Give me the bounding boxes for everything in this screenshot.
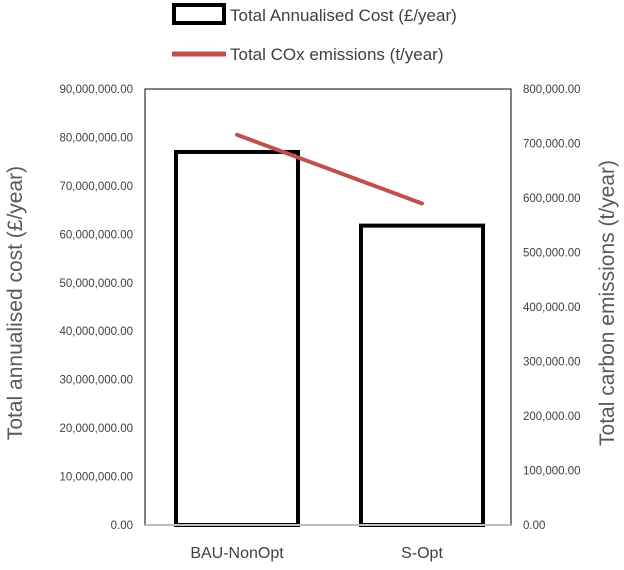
- category-labels: BAU-NonOpt S-Opt: [190, 545, 443, 562]
- bar-bau-nonopt: [174, 149, 300, 527]
- right-tick-label: 400,000.00: [523, 302, 581, 314]
- right-tick-label: 100,000.00: [523, 466, 581, 478]
- emissions-line-group: [235, 132, 424, 206]
- category-label: BAU-NonOpt: [190, 545, 284, 562]
- right-axis-ticks: 0.00 100,000.00 200,000.00 300,000.00 400,00…: [523, 84, 581, 532]
- right-axis-title: Total carbon emissions (t/year): [596, 160, 619, 446]
- left-tick-label: 80,000,000.00: [59, 132, 133, 144]
- legend-label-emissions: Total COx emissions (t/year): [230, 45, 444, 64]
- right-tick-label: 0.00: [523, 520, 545, 532]
- right-tick-label: 600,000.00: [523, 193, 581, 205]
- left-tick-label: 20,000,000.00: [59, 423, 133, 435]
- bar-s-opt: [359, 223, 485, 527]
- left-tick-label: 10,000,000.00: [59, 472, 133, 484]
- left-tick-label: 90,000,000.00: [59, 84, 133, 96]
- left-tick-label: 0.00: [111, 520, 133, 532]
- legend-label-cost: Total Annualised Cost (£/year): [230, 6, 457, 25]
- right-tick-label: 700,000.00: [523, 139, 581, 151]
- left-tick-label: 50,000,000.00: [59, 278, 133, 290]
- left-tick-label: 60,000,000.00: [59, 229, 133, 241]
- right-tick-label: 500,000.00: [523, 248, 581, 260]
- left-tick-label: 30,000,000.00: [59, 375, 133, 387]
- left-axis-ticks: 0.00 10,000,000.00 20,000,000.00 30,000,000…: [59, 84, 133, 532]
- legend: Total Annualised Cost (£/year) Total COx…: [172, 3, 457, 64]
- legend-swatch-cost: [172, 3, 226, 25]
- right-tick-label: 200,000.00: [523, 411, 581, 423]
- category-label: S-Opt: [401, 545, 443, 562]
- right-tick-label: 800,000.00: [523, 84, 581, 96]
- left-tick-label: 70,000,000.00: [59, 181, 133, 193]
- right-tick-label: 300,000.00: [523, 357, 581, 369]
- bars: [174, 149, 485, 527]
- left-axis-title: Total annualised cost (£/year): [4, 166, 27, 440]
- left-tick-label: 40,000,000.00: [59, 326, 133, 338]
- emissions-line: [235, 132, 424, 206]
